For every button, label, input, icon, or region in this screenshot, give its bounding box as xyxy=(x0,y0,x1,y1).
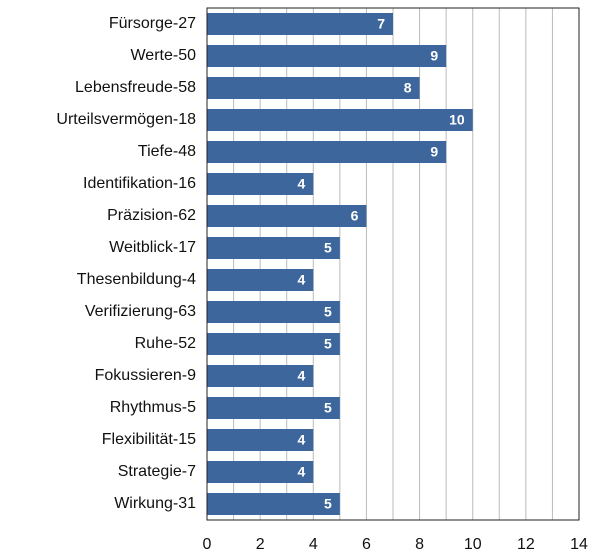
x-tick-label: 12 xyxy=(517,536,535,553)
bar xyxy=(207,301,340,323)
value-label: 5 xyxy=(324,240,332,256)
value-label: 4 xyxy=(297,368,305,384)
bar xyxy=(207,77,420,99)
x-tick-label: 4 xyxy=(309,536,318,553)
bar xyxy=(207,173,314,195)
y-tick-label: Verifizierung-63 xyxy=(85,303,196,320)
bar xyxy=(207,237,340,259)
x-tick-label: 8 xyxy=(415,536,424,553)
y-tick-label: Weitblick-17 xyxy=(109,239,196,256)
y-tick-label: Identifikation-16 xyxy=(83,175,196,192)
x-tick-label: 0 xyxy=(203,536,212,553)
value-label: 5 xyxy=(324,400,332,416)
y-tick-label: Lebensfreude-58 xyxy=(75,79,196,96)
bar xyxy=(207,429,314,451)
y-tick-label: Tiefe-48 xyxy=(138,143,196,160)
bar xyxy=(207,13,393,35)
value-label: 5 xyxy=(324,336,332,352)
x-tick-label: 14 xyxy=(570,536,588,553)
y-tick-label: Strategie-7 xyxy=(118,463,196,480)
bar xyxy=(207,333,340,355)
y-tick-label: Flexibilität-15 xyxy=(102,431,196,448)
x-tick-label: 6 xyxy=(362,536,371,553)
value-label: 4 xyxy=(297,432,305,448)
y-tick-label: Rhythmus-5 xyxy=(110,399,196,416)
value-label: 6 xyxy=(351,208,359,224)
y-tick-label: Präzision-62 xyxy=(107,207,196,224)
value-label: 8 xyxy=(404,80,412,96)
bar xyxy=(207,493,340,515)
value-label: 9 xyxy=(430,48,438,64)
bar xyxy=(207,269,314,291)
y-tick-label: Fokussieren-9 xyxy=(95,367,196,384)
value-label: 10 xyxy=(449,112,465,128)
value-label: 5 xyxy=(324,496,332,512)
bar xyxy=(207,461,314,483)
bar xyxy=(207,205,367,227)
bar xyxy=(207,141,447,163)
y-tick-label: Thesenbildung-4 xyxy=(77,271,196,288)
value-label: 4 xyxy=(297,272,305,288)
bar xyxy=(207,45,447,67)
value-label: 9 xyxy=(430,144,438,160)
y-tick-label: Ruhe-52 xyxy=(135,335,196,352)
y-tick-label: Urteilsvermögen-18 xyxy=(56,111,196,128)
bar xyxy=(207,109,473,131)
y-tick-label: Wirkung-31 xyxy=(114,495,196,512)
value-label: 4 xyxy=(297,464,305,480)
x-tick-label: 2 xyxy=(256,536,265,553)
value-label: 7 xyxy=(377,16,385,32)
y-tick-label: Werte-50 xyxy=(130,47,196,64)
plot-frame xyxy=(206,7,580,521)
x-tick-label: 10 xyxy=(464,536,482,553)
bar xyxy=(207,365,314,387)
bar xyxy=(207,397,340,419)
value-label: 5 xyxy=(324,304,332,320)
y-tick-label: Fürsorge-27 xyxy=(109,15,196,32)
value-label: 4 xyxy=(297,176,305,192)
